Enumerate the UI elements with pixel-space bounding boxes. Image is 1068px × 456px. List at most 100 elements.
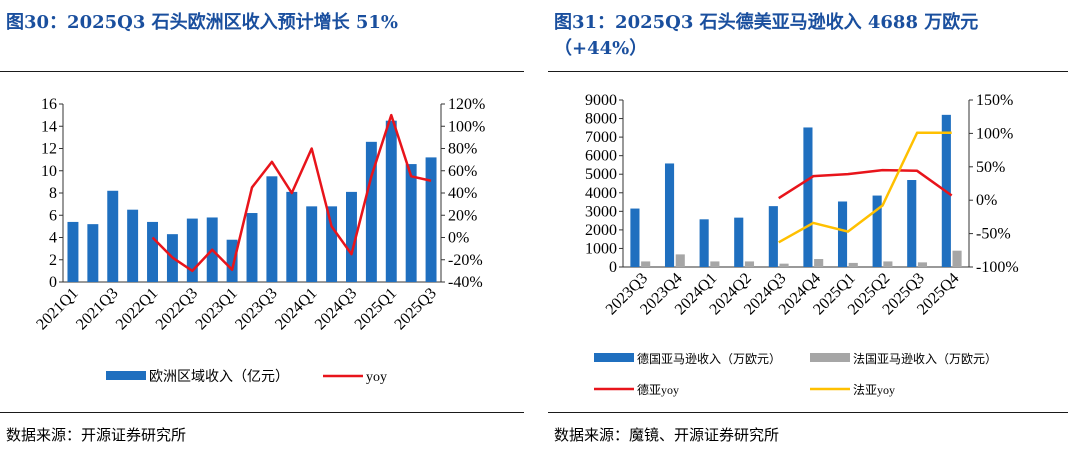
y-left-tick-label: 0 bbox=[609, 259, 617, 276]
bar-欧洲区域收入（亿元）-2025Q1 bbox=[385, 120, 397, 282]
bar-欧洲区域收入（亿元）-2021Q1 bbox=[67, 221, 79, 282]
bar-德国亚马逊收入（万欧元）-2024Q3 bbox=[768, 206, 778, 267]
y-right-tick-label: -100% bbox=[976, 259, 1019, 276]
legend-label: 德国亚马逊收入（万欧元） bbox=[637, 351, 781, 366]
bar-欧洲区域收入（亿元）-2022Q1 bbox=[147, 221, 158, 282]
bar-欧洲区域收入（亿元）-2024Q2 bbox=[326, 206, 338, 282]
x-tick-label: 2023Q1 bbox=[192, 285, 240, 333]
bar-欧洲区域收入（亿元）-2021Q4 bbox=[127, 209, 139, 282]
bar-欧洲区域收入（亿元）-2024Q3 bbox=[346, 191, 357, 282]
y-left-tick-label: 6000 bbox=[585, 148, 617, 165]
bar-法国亚马逊收入（万欧元）-2024Q2 bbox=[744, 261, 755, 267]
y-right-tick-label: 80% bbox=[448, 141, 477, 158]
legend-swatch bbox=[810, 353, 850, 362]
y-left-tick-label: 10 bbox=[41, 163, 57, 180]
bar-法国亚马逊收入（万欧元）-2025Q3 bbox=[917, 262, 928, 267]
y-left-tick-label: 3000 bbox=[585, 203, 617, 220]
x-tick-label: 2023Q3 bbox=[232, 285, 280, 333]
y-right-tick-label: 40% bbox=[448, 185, 477, 202]
source-note-left: 数据来源：开源证券研究所 bbox=[6, 426, 187, 444]
y-left-tick-label: 2000 bbox=[585, 222, 617, 239]
y-right-tick-label: 100% bbox=[448, 118, 485, 135]
title-divider-left bbox=[0, 71, 524, 72]
bar-法国亚马逊收入（万欧元）-2025Q4 bbox=[952, 250, 962, 267]
line-法亚yoy bbox=[778, 131, 952, 244]
chart-panel-left: 图30：2025Q3 石头欧洲区收入预计增长 51% 0 2 4 6 8 10 12 14 16… bbox=[0, 0, 524, 456]
y-right-tick-label: -40% bbox=[448, 274, 483, 291]
y-right-tick-label: 150% bbox=[976, 92, 1013, 109]
source-divider-left bbox=[0, 412, 524, 413]
y-left-tick-label: 1000 bbox=[585, 240, 617, 257]
x-tick-label: 2024Q1 bbox=[272, 285, 320, 333]
bar-法国亚马逊收入（万欧元）-2025Q2 bbox=[883, 261, 893, 267]
y-left-tick-label: 0 bbox=[49, 274, 57, 291]
bar-欧洲区域收入（亿元）-2023Q3 bbox=[266, 176, 278, 282]
y-right-tick-label: 0% bbox=[448, 230, 469, 247]
bar-欧洲区域收入（亿元）-2022Q3 bbox=[186, 218, 198, 282]
y-left-tick-label: 14 bbox=[41, 118, 57, 135]
y-right-tick-label: -20% bbox=[448, 252, 483, 269]
legend-label: 欧洲区域收入（亿元） bbox=[149, 369, 289, 385]
bar-欧洲区域收入（亿元）-2024Q4 bbox=[365, 141, 377, 282]
bar-德国亚马逊收入（万欧元）-2025Q2 bbox=[872, 195, 882, 267]
bar-法国亚马逊收入（万欧元）-2025Q1 bbox=[848, 262, 858, 267]
x-tick-label: 2022Q1 bbox=[113, 285, 161, 333]
bar-欧洲区域收入（亿元）-2024Q1 bbox=[306, 206, 318, 282]
x-tick-label: 2021Q1 bbox=[33, 285, 81, 333]
chart-left: 0 2 4 6 8 10 12 14 16 -40% -20% 0% 20% 40% 60% 80% 100% 1… bbox=[33, 96, 485, 385]
bar-法国亚马逊收入（万欧元）-2024Q3 bbox=[779, 263, 789, 267]
bar-德国亚马逊收入（万欧元）-2023Q4 bbox=[664, 163, 675, 267]
bar-法国亚马逊收入（万欧元）-2023Q3 bbox=[641, 261, 651, 267]
legend-swatch bbox=[594, 353, 634, 362]
source-divider-right bbox=[548, 412, 1068, 413]
x-tick-label: 2025Q3 bbox=[391, 285, 439, 333]
bar-德国亚马逊收入（万欧元）-2023Q3 bbox=[630, 208, 640, 267]
y-left-tick-label: 6 bbox=[49, 207, 57, 224]
y-left-tick-label: 8000 bbox=[585, 111, 617, 128]
x-tick-label: 2022Q3 bbox=[153, 285, 201, 333]
y-left-tick-label: 16 bbox=[41, 96, 57, 113]
bar-欧洲区域收入（亿元）-2025Q3 bbox=[425, 157, 437, 282]
bar-法国亚马逊收入（万欧元）-2023Q4 bbox=[675, 254, 685, 267]
source-note-right: 数据来源：魔镜、开源证券研究所 bbox=[554, 426, 780, 444]
x-tick-label: 2024Q3 bbox=[312, 285, 360, 333]
y-left-tick-label: 5000 bbox=[585, 166, 617, 183]
legend-label: yoy bbox=[366, 370, 387, 385]
bar-德国亚马逊收入（万欧元）-2025Q1 bbox=[837, 201, 848, 267]
legend-label: 法国亚马逊收入（万欧元） bbox=[853, 352, 997, 366]
bar-欧洲区域收入（亿元）-2021Q3 bbox=[107, 190, 119, 282]
bar-德国亚马逊收入（万欧元）-2024Q2 bbox=[734, 217, 744, 267]
y-left-tick-label: 8 bbox=[49, 185, 57, 202]
bar-法国亚马逊收入（万欧元）-2024Q1 bbox=[710, 261, 720, 267]
line-yoy bbox=[151, 113, 432, 273]
y-right-tick-label: 100% bbox=[976, 125, 1013, 142]
y-left-tick-label: 9000 bbox=[585, 92, 617, 109]
bar-欧洲区域收入（亿元）-2023Q2 bbox=[246, 213, 258, 282]
bar-德国亚马逊收入（万欧元）-2024Q1 bbox=[699, 219, 709, 267]
bar-欧洲区域收入（亿元）-2023Q4 bbox=[286, 191, 298, 282]
title-divider-right bbox=[548, 71, 1068, 72]
y-left-tick-label: 4 bbox=[49, 230, 57, 247]
y-right-tick-label: 50% bbox=[976, 159, 1005, 176]
chart-title-left: 图30：2025Q3 石头欧洲区收入预计增长 51% bbox=[6, 12, 399, 33]
bar-欧洲区域收入（亿元）-2023Q1 bbox=[226, 239, 238, 282]
y-right-tick-label: 60% bbox=[448, 163, 477, 180]
y-left-tick-label: 4000 bbox=[585, 185, 617, 202]
bar-德国亚马逊收入（万欧元）-2025Q3 bbox=[907, 180, 917, 267]
y-right-tick-label: 0% bbox=[976, 192, 997, 209]
y-right-tick-label: 120% bbox=[448, 96, 485, 113]
y-left-tick-label: 12 bbox=[41, 141, 57, 158]
y-left-tick-label: 2 bbox=[49, 252, 57, 269]
y-left-tick-label: 7000 bbox=[585, 129, 617, 146]
chart-panel-right: 图31：2025Q3 石头德美亚马逊收入 4688 万欧元（+44%） 0 100… bbox=[548, 0, 1068, 456]
legend-label: 法亚yoy bbox=[853, 383, 895, 397]
legend-swatch bbox=[106, 371, 146, 380]
bar-德国亚马逊收入（万欧元）-2024Q4 bbox=[803, 127, 813, 267]
bar-欧洲区域收入（亿元）-2021Q2 bbox=[87, 224, 99, 282]
x-tick-label: 2021Q3 bbox=[73, 285, 121, 333]
y-right-tick-label: 20% bbox=[448, 207, 477, 224]
bar-欧洲区域收入（亿元）-2025Q2 bbox=[405, 164, 417, 282]
x-tick-label: 2025Q1 bbox=[352, 285, 400, 333]
y-right-tick-label: -50% bbox=[976, 226, 1011, 243]
